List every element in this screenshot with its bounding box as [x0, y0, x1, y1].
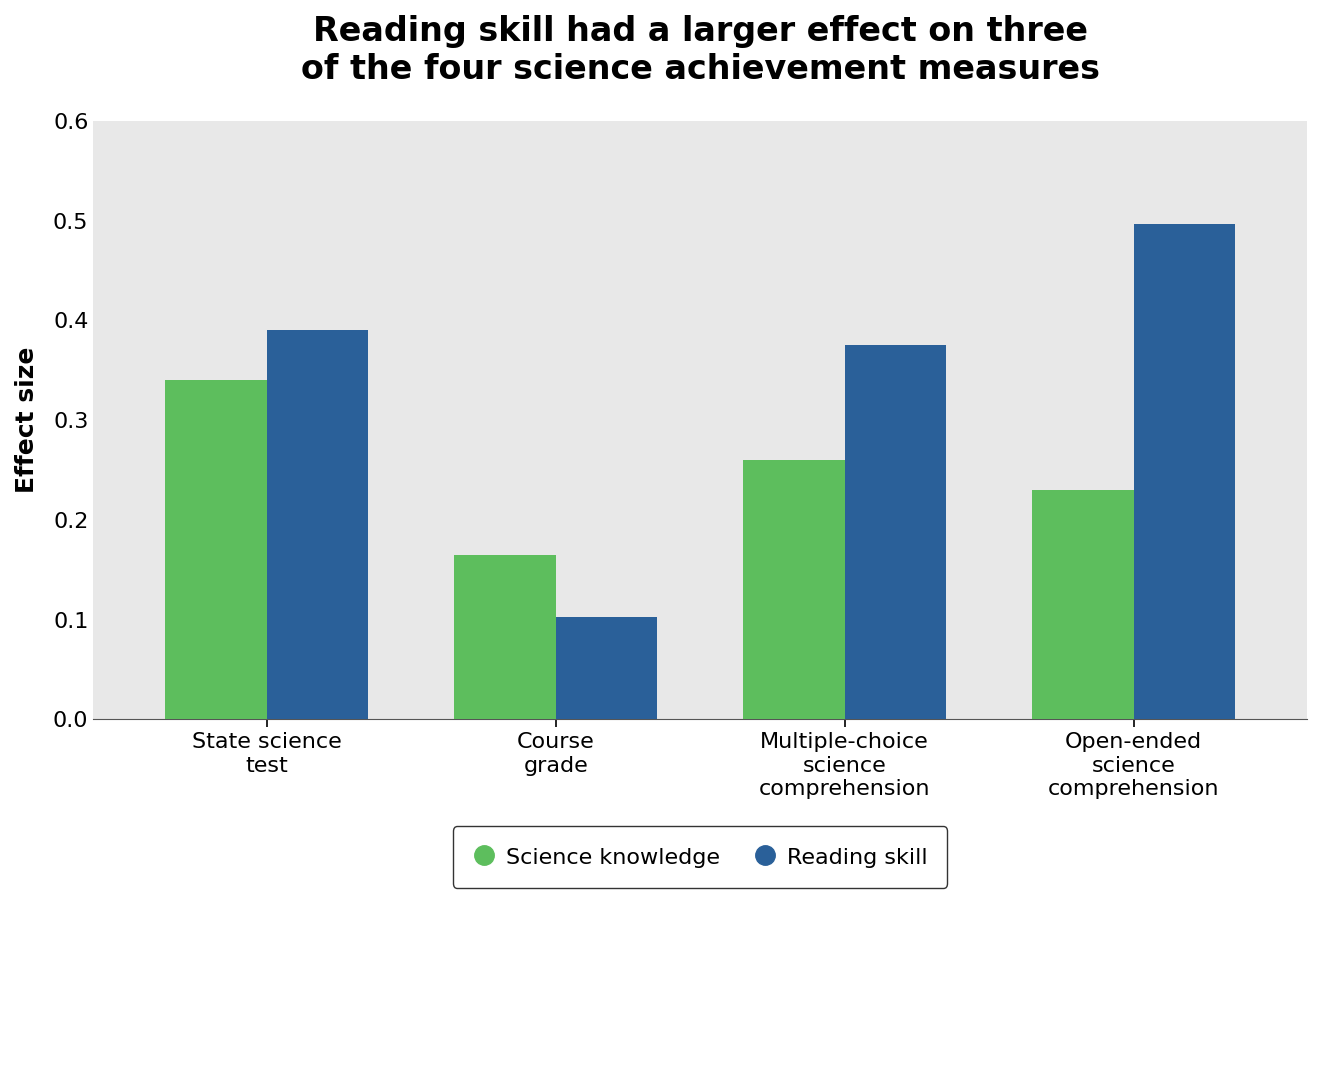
Bar — [845, 345, 945, 719]
Bar — [165, 380, 267, 719]
Bar — [1032, 490, 1133, 719]
Bar — [455, 555, 555, 719]
Bar — [267, 330, 368, 719]
Title: Reading skill had a larger effect on three
of the four science achievement measu: Reading skill had a larger effect on thr… — [300, 15, 1100, 86]
Bar — [1133, 224, 1235, 719]
Legend: Science knowledge, Reading skill: Science knowledge, Reading skill — [453, 826, 948, 887]
Bar — [555, 617, 657, 719]
Y-axis label: Effect size: Effect size — [15, 347, 40, 493]
Bar — [743, 460, 845, 719]
